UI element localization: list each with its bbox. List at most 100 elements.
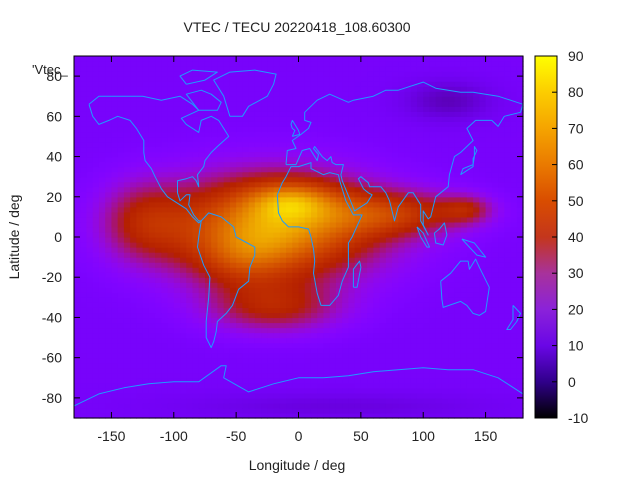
heatmap-cell (373, 151, 381, 158)
heatmap-cell (491, 196, 499, 203)
heatmap-cell (310, 156, 318, 163)
heatmap-cell (136, 166, 144, 173)
heatmap-cell (485, 237, 493, 243)
heatmap-cell (373, 242, 381, 248)
heatmap-cell (130, 101, 137, 107)
heatmap-cell (286, 397, 293, 404)
heatmap-cell (254, 211, 262, 218)
heatmap-cell (485, 317, 493, 324)
heatmap-cell (510, 297, 518, 303)
heatmap-cell (329, 322, 337, 329)
heatmap-cell (304, 352, 312, 359)
heatmap-cell (416, 116, 424, 122)
heatmap-cell (498, 106, 505, 112)
heatmap-cell (335, 76, 343, 82)
heatmap-cell (317, 91, 325, 97)
heatmap-cell (204, 407, 212, 414)
heatmap-cell (111, 81, 119, 87)
heatmap-cell (379, 387, 387, 394)
heatmap-cell (161, 101, 169, 107)
heatmap-cell (74, 101, 81, 107)
heatmap-cell (142, 317, 150, 324)
heatmap-cell (148, 151, 156, 158)
heatmap-cell (229, 387, 237, 394)
heatmap-cell (435, 322, 443, 329)
heatmap-cell (373, 111, 381, 117)
heatmap-cell (98, 86, 106, 92)
heatmap-cell (167, 186, 175, 193)
heatmap-cell (123, 312, 131, 319)
heatmap-cell (310, 332, 318, 339)
heatmap-cell (123, 262, 131, 268)
heatmap-cell (180, 136, 187, 143)
heatmap-cell (223, 221, 231, 228)
heatmap-cell (354, 272, 362, 278)
heatmap-cell (155, 307, 162, 314)
heatmap-cell (323, 372, 331, 379)
heatmap-cell (186, 221, 194, 228)
heatmap-cell (329, 226, 337, 233)
heatmap-cell (155, 206, 162, 213)
heatmap-cell (248, 136, 256, 143)
heatmap-cell (130, 146, 137, 153)
heatmap-cell (317, 231, 325, 238)
heatmap-cell (423, 121, 431, 127)
heatmap-cell (155, 402, 162, 409)
heatmap-cell (167, 397, 175, 404)
heatmap-cell (198, 312, 206, 319)
heatmap-cell (173, 362, 181, 369)
heatmap-cell (460, 402, 468, 409)
heatmap-cell (123, 76, 131, 82)
heatmap-cell (98, 116, 106, 122)
heatmap-cell (86, 347, 94, 354)
heatmap-cell (498, 257, 505, 263)
heatmap-cell (80, 136, 88, 143)
heatmap-cell (379, 322, 387, 329)
heatmap-cell (335, 211, 343, 218)
heatmap-cell (323, 121, 331, 127)
heatmap-cell (186, 347, 194, 354)
heatmap-cell (217, 312, 225, 319)
heatmap-cell (429, 302, 437, 308)
heatmap-cell (348, 221, 356, 228)
heatmap-cell (479, 81, 487, 87)
heatmap-cell (466, 71, 474, 77)
heatmap-cell (130, 392, 137, 399)
heatmap-cell (466, 382, 474, 389)
heatmap-cell (167, 372, 175, 379)
heatmap-cell (491, 237, 499, 243)
heatmap-cell (173, 257, 181, 263)
heatmap-cell (460, 367, 468, 374)
heatmap-cell (80, 176, 88, 183)
heatmap-cell (504, 327, 512, 334)
heatmap-cell (223, 136, 231, 143)
heatmap-cell (479, 307, 487, 314)
heatmap-cell (192, 257, 200, 263)
heatmap-cell (117, 86, 125, 92)
heatmap-cell (323, 332, 331, 339)
heatmap-cell (186, 397, 194, 404)
heatmap-cell (186, 312, 194, 319)
heatmap-cell (292, 116, 300, 122)
heatmap-cell (404, 257, 412, 263)
heatmap-cell (504, 352, 512, 359)
heatmap-cell (416, 76, 424, 82)
heatmap-cell (173, 372, 181, 379)
heatmap-cell (498, 116, 505, 122)
heatmap-cell (504, 392, 512, 399)
heatmap-cell (348, 151, 356, 158)
heatmap-cell (223, 96, 231, 102)
heatmap-cell (142, 307, 150, 314)
heatmap-cell (86, 262, 94, 268)
heatmap-cell (460, 226, 468, 233)
heatmap-cell (367, 382, 374, 389)
heatmap-cell (136, 247, 144, 253)
heatmap-cell (286, 181, 293, 188)
heatmap-cell (261, 297, 268, 303)
heatmap-cell (379, 397, 387, 404)
heatmap-cell (404, 171, 412, 178)
heatmap-cell (92, 201, 100, 208)
heatmap-cell (155, 161, 162, 168)
heatmap-cell (161, 392, 169, 399)
heatmap-cell (74, 352, 81, 359)
